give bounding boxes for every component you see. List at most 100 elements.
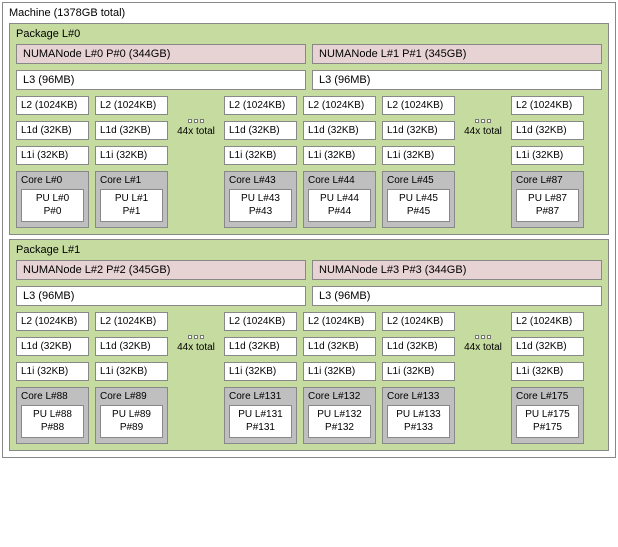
ellipsis-label: 44x total [464,126,502,137]
core-column: L2 (1024KB)L1d (32KB)L1i (32KB)Core L#13… [224,312,297,444]
l1d-cache: L1d (32KB) [303,337,376,356]
core-column: L2 (1024KB)L1d (32KB)L1i (32KB)Core L#45… [382,96,455,228]
pu-line2: P#132 [309,422,370,435]
l1i-cache: L1i (32KB) [224,146,297,165]
core-column: L2 (1024KB)L1d (32KB)L1i (32KB)Core L#13… [303,312,376,444]
l1d-cache: L1d (32KB) [511,121,584,140]
pu-line1: PU L#45 [388,193,449,206]
core-column: L2 (1024KB)L1d (32KB)L1i (32KB)Core L#1P… [95,96,168,228]
l1d-cache: L1d (32KB) [16,337,89,356]
pu-line2: P#131 [230,422,291,435]
pu-line2: P#89 [101,422,162,435]
core-title: Core L#175 [516,391,579,402]
core-column: L2 (1024KB) L1d (32KB) L1i (32KB) Core L#13… [382,312,455,444]
l3-cache: L3 (96MB) [312,286,602,306]
pu-line1: PU L#44 [309,193,370,206]
l1i-cache: L1i (32KB) [303,362,376,381]
l2-cache: L2 (1024KB) [16,312,89,331]
l1d-cache: L1d (32KB) [16,121,89,140]
core-column: L2 (1024KB)L1d (32KB)L1i (32KB)Core L#17… [511,312,584,444]
ellipsis-label: 44x total [464,342,502,353]
l2-cache: L2 (1024KB) [303,312,376,331]
core-title: Core L#88 [21,391,84,402]
pu-line1: PU L#88 [22,409,83,422]
core-column: L2 (1024KB)L1d (32KB)L1i (32KB)Core L#0P… [16,96,89,228]
l2-cache: L2 (1024KB) [16,96,89,115]
core-title: Core L#131 [229,391,292,402]
pu-line1: PU L#87 [517,193,578,206]
pu-line2: P#44 [309,206,370,219]
core-column: L2 (1024KB) L1d (32KB) L1i (32KB) Core L#43… [224,96,297,228]
l1i-cache: L1i (32KB) [16,146,89,165]
core-box: Core L#87 PU L#87P#87 [511,171,584,228]
core-title: Core L#1 [100,175,163,186]
l1i-cache: L1i (32KB) [224,362,297,381]
core-column: L2 (1024KB)L1d (32KB)L1i (32KB)Core L#87… [511,96,584,228]
pu-box: PU L#0P#0 [21,189,84,222]
ellipsis-dots [187,331,205,341]
pu-line2: P#87 [517,206,578,219]
l1i-cache: L1i (32KB) [95,146,168,165]
core-title: Core L#87 [516,175,579,186]
pu-box: PU L#131P#131 [229,405,292,438]
l1d-cache: L1d (32KB) [303,121,376,140]
pu-line1: PU L#1 [101,193,162,206]
l1d-cache: L1d (32KB) [224,337,297,356]
package-title: Package L#0 [16,28,602,40]
core-box: Core L#44PU L#44P#44 [303,171,376,228]
core-box: Core L#88 PU L#88P#88 [16,387,89,444]
l1i-cache: L1i (32KB) [16,362,89,381]
numa-node: NUMANode L#2 P#2 (345GB) [16,260,306,280]
core-column: L2 (1024KB) L1d (32KB) L1i (32KB) Core L#88… [16,312,89,444]
core-column: L2 (1024KB)L1d (32KB)L1i (32KB)Core L#89… [95,312,168,444]
l2-cache: L2 (1024KB) [511,96,584,115]
ellipsis-dots [474,331,492,341]
ellipsis-col: 44x total [455,98,511,154]
l2-cache: L2 (1024KB) [95,96,168,115]
l3-cache: L3 (96MB) [16,70,306,90]
ellipsis-label: 44x total [177,342,215,353]
ellipsis-dots [474,115,492,125]
l2-cache: L2 (1024KB) [95,312,168,331]
pu-line2: P#45 [388,206,449,219]
ellipsis-col: 44x total [455,314,511,370]
pu-line1: PU L#132 [309,409,370,422]
pu-box: PU L#87P#87 [516,189,579,222]
package-box: Package L#0NUMANode L#0 P#0 (344GB)NUMAN… [9,23,609,235]
pu-box: PU L#88P#88 [21,405,84,438]
ellipsis-col: 44x total [168,98,224,154]
pu-line2: P#0 [22,206,83,219]
pu-box: PU L#132P#132 [308,405,371,438]
pu-line2: P#1 [101,206,162,219]
pu-box: PU L#45P#45 [387,189,450,222]
pu-line2: P#133 [388,422,449,435]
pu-box: PU L#175P#175 [516,405,579,438]
pu-line1: PU L#43 [230,193,291,206]
core-box: Core L#1 PU L#1P#1 [95,171,168,228]
core-title: Core L#89 [100,391,163,402]
core-box: Core L#175 PU L#175P#175 [511,387,584,444]
core-title: Core L#45 [387,175,450,186]
pu-line1: PU L#89 [101,409,162,422]
pu-line1: PU L#0 [22,193,83,206]
l2-cache: L2 (1024KB) [382,312,455,331]
l1i-cache: L1i (32KB) [382,362,455,381]
l3-cache: L3 (96MB) [16,286,306,306]
l1i-cache: L1i (32KB) [95,362,168,381]
l2-cache: L2 (1024KB) [511,312,584,331]
l2-cache: L2 (1024KB) [224,96,297,115]
machine-title: Machine (1378GB total) [9,7,609,19]
pu-line2: P#43 [230,206,291,219]
l1d-cache: L1d (32KB) [382,337,455,356]
core-title: Core L#43 [229,175,292,186]
core-title: Core L#133 [387,391,450,402]
package-title: Package L#1 [16,244,602,256]
numa-node: NUMANode L#3 P#3 (344GB) [312,260,602,280]
core-column: L2 (1024KB)L1d (32KB)L1i (32KB)Core L#44… [303,96,376,228]
l1d-cache: L1d (32KB) [224,121,297,140]
pu-line1: PU L#131 [230,409,291,422]
pu-box: PU L#1P#1 [100,189,163,222]
l1d-cache: L1d (32KB) [511,337,584,356]
l1d-cache: L1d (32KB) [382,121,455,140]
core-box: Core L#133PU L#133P#133 [382,387,455,444]
